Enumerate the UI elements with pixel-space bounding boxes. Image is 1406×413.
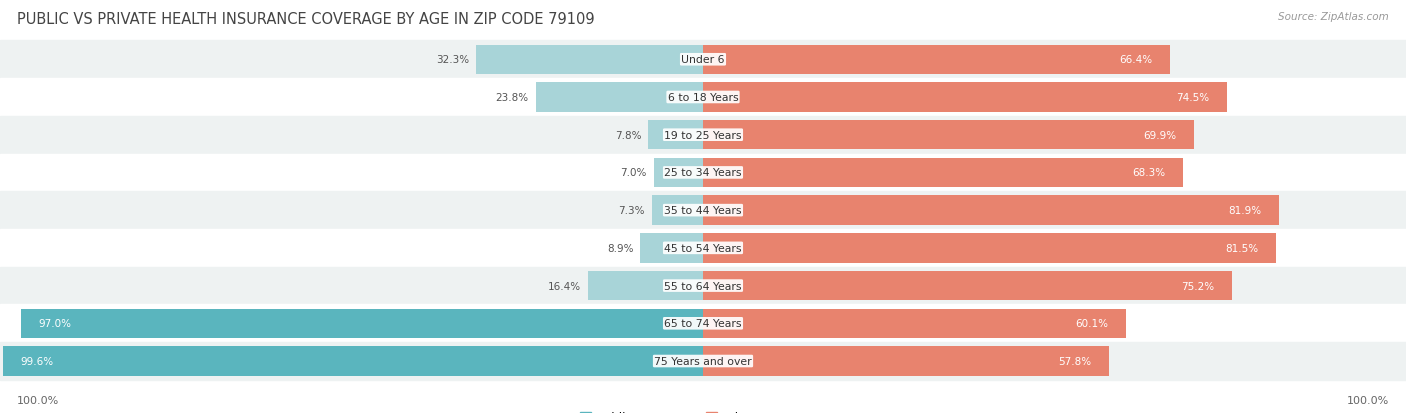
Bar <box>652 196 703 225</box>
Text: PUBLIC VS PRIVATE HEALTH INSURANCE COVERAGE BY AGE IN ZIP CODE 79109: PUBLIC VS PRIVATE HEALTH INSURANCE COVER… <box>17 12 595 27</box>
Text: 75.2%: 75.2% <box>1181 281 1215 291</box>
Text: 45 to 54 Years: 45 to 54 Years <box>664 243 742 253</box>
Bar <box>654 158 703 188</box>
Bar <box>648 121 703 150</box>
Bar <box>703 121 1195 150</box>
Bar <box>0 41 1406 79</box>
Bar <box>0 79 1406 116</box>
Bar <box>475 45 703 75</box>
Text: Source: ZipAtlas.com: Source: ZipAtlas.com <box>1278 12 1389 22</box>
Bar <box>3 347 703 376</box>
Text: 32.3%: 32.3% <box>436 55 470 65</box>
Bar <box>0 192 1406 230</box>
Text: Under 6: Under 6 <box>682 55 724 65</box>
Bar <box>0 116 1406 154</box>
Bar <box>0 305 1406 342</box>
Text: 60.1%: 60.1% <box>1076 318 1108 328</box>
Bar <box>703 347 1109 376</box>
Bar <box>0 267 1406 305</box>
Text: 7.8%: 7.8% <box>614 131 641 140</box>
Text: 7.3%: 7.3% <box>619 206 644 216</box>
Bar <box>0 154 1406 192</box>
Text: 35 to 44 Years: 35 to 44 Years <box>664 206 742 216</box>
Text: 19 to 25 Years: 19 to 25 Years <box>664 131 742 140</box>
Text: 100.0%: 100.0% <box>1347 395 1389 405</box>
Text: 69.9%: 69.9% <box>1143 131 1177 140</box>
Text: 57.8%: 57.8% <box>1059 356 1092 366</box>
Bar <box>588 271 703 301</box>
Legend: Public Insurance, Private Insurance: Public Insurance, Private Insurance <box>575 406 831 413</box>
Text: 6 to 18 Years: 6 to 18 Years <box>668 93 738 103</box>
Text: 68.3%: 68.3% <box>1132 168 1166 178</box>
Text: 99.6%: 99.6% <box>21 356 53 366</box>
Text: 23.8%: 23.8% <box>495 93 529 103</box>
Text: 25 to 34 Years: 25 to 34 Years <box>664 168 742 178</box>
Bar <box>703 196 1279 225</box>
Bar <box>641 234 703 263</box>
Text: 100.0%: 100.0% <box>17 395 59 405</box>
Text: 65 to 74 Years: 65 to 74 Years <box>664 318 742 328</box>
Bar <box>703 234 1277 263</box>
Bar <box>703 309 1126 338</box>
Text: 81.5%: 81.5% <box>1225 243 1258 253</box>
Text: 8.9%: 8.9% <box>607 243 633 253</box>
Text: 97.0%: 97.0% <box>38 318 72 328</box>
Text: 7.0%: 7.0% <box>620 168 647 178</box>
Bar <box>703 83 1227 112</box>
Bar <box>0 342 1406 380</box>
Bar <box>703 271 1232 301</box>
Bar <box>0 230 1406 267</box>
Bar <box>536 83 703 112</box>
Text: 16.4%: 16.4% <box>547 281 581 291</box>
Text: 75 Years and over: 75 Years and over <box>654 356 752 366</box>
Bar <box>703 158 1182 188</box>
Text: 74.5%: 74.5% <box>1175 93 1209 103</box>
Text: 81.9%: 81.9% <box>1227 206 1261 216</box>
Text: 66.4%: 66.4% <box>1119 55 1153 65</box>
Bar <box>703 45 1170 75</box>
Text: 55 to 64 Years: 55 to 64 Years <box>664 281 742 291</box>
Bar <box>21 309 703 338</box>
